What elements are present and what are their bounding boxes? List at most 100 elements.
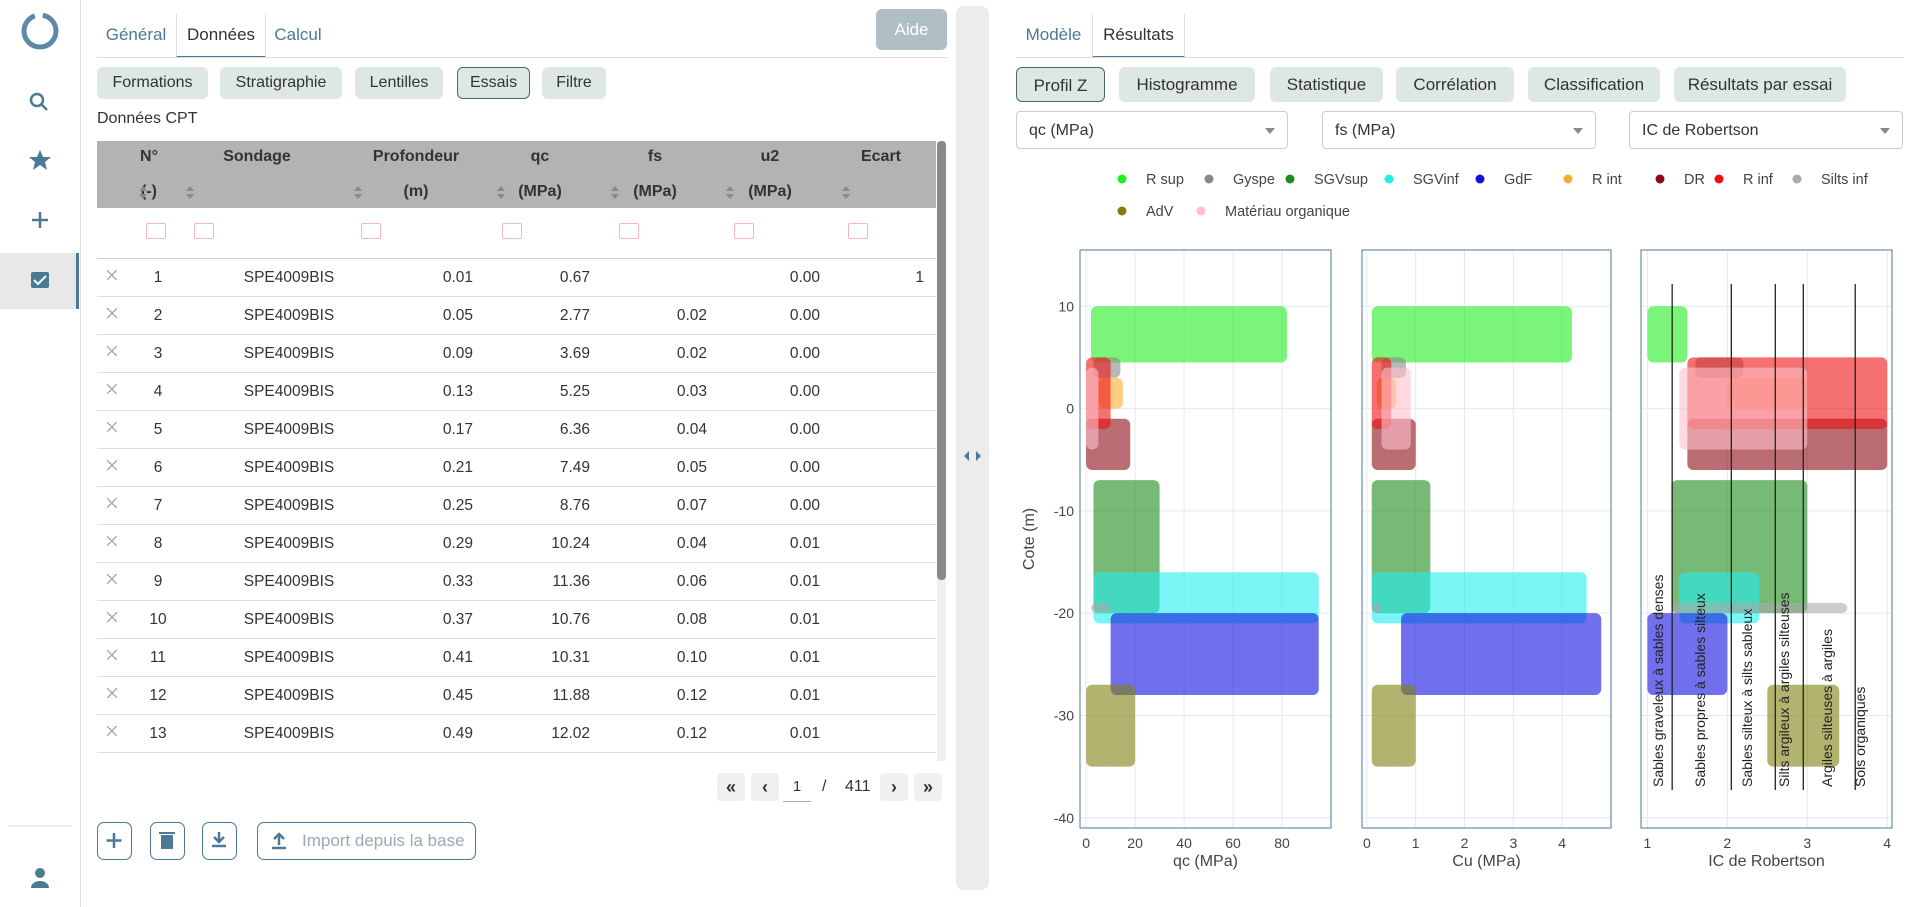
sort-icon[interactable]	[842, 194, 850, 199]
cell: 0.37	[442, 611, 473, 628]
point-cloud	[1376, 377, 1397, 409]
cell: SPE4009BIS	[243, 611, 335, 628]
sort-icon[interactable]	[842, 186, 850, 191]
user-icon[interactable]	[35, 868, 45, 878]
row	[97, 525, 936, 563]
help-button[interactable]: Aide	[876, 9, 947, 50]
delete-row[interactable]	[107, 650, 117, 660]
filter-icon[interactable]	[502, 223, 522, 239]
tab[interactable]: Données	[176, 14, 266, 58]
icon-button[interactable]	[202, 822, 237, 860]
add-icon[interactable]	[32, 212, 48, 228]
cell: 0.00	[789, 459, 820, 476]
page-input[interactable]: 1	[783, 773, 811, 802]
sort-icon[interactable]	[497, 194, 505, 199]
cell: 11.36	[552, 573, 590, 590]
cell: 0.03	[676, 383, 707, 400]
delete-row[interactable]	[107, 270, 117, 280]
filter-icon[interactable]	[848, 223, 868, 239]
tab[interactable]: Général	[105, 25, 167, 44]
cell: 0.45	[442, 687, 473, 704]
delete-row[interactable]	[107, 422, 117, 432]
delete-row[interactable]	[107, 726, 117, 736]
page-button[interactable]: «	[717, 773, 745, 801]
cell: 4	[153, 383, 163, 400]
filter-icon[interactable]	[619, 223, 639, 239]
point-cloud	[1093, 357, 1121, 378]
point-cloud	[1679, 572, 1760, 624]
point-cloud	[1767, 684, 1840, 767]
icon-button[interactable]: Import depuis la base	[257, 822, 476, 860]
cell: 0.17	[442, 421, 473, 438]
view-button[interactable]: Histogramme	[1119, 67, 1255, 102]
cell: SPE4009BIS	[243, 345, 335, 362]
sort-icon[interactable]	[611, 186, 619, 191]
select[interactable]: qc (MPa)	[1016, 111, 1288, 149]
sort-icon[interactable]	[497, 186, 505, 191]
cell: SPE4009BIS	[243, 649, 335, 666]
page-button[interactable]: ‹	[751, 773, 779, 801]
page-button[interactable]: ›	[880, 773, 908, 801]
view-button[interactable]: Classification	[1528, 67, 1660, 102]
filter-icon[interactable]	[361, 223, 381, 239]
sort-icon[interactable]	[139, 194, 147, 199]
delete-row[interactable]	[107, 308, 117, 318]
cell: 10.24	[551, 535, 590, 552]
splitter[interactable]	[956, 6, 989, 890]
delete-row[interactable]	[107, 688, 117, 698]
cell: SPE4009BIS	[243, 687, 335, 704]
delete-row[interactable]	[107, 536, 117, 546]
sort-icon[interactable]	[186, 186, 194, 191]
sort-icon[interactable]	[354, 194, 362, 199]
favorites-icon[interactable]	[29, 150, 51, 170]
tab[interactable]: Modèle	[1025, 25, 1082, 44]
point-cloud	[1381, 367, 1411, 450]
sort-icon[interactable]	[726, 194, 734, 199]
row	[97, 259, 936, 297]
cell: 3.69	[559, 345, 590, 362]
legend-marker	[1384, 174, 1394, 184]
tab[interactable]: Résultats	[1092, 14, 1185, 58]
view-button[interactable]: Résultats par essai	[1674, 67, 1846, 102]
subtab[interactable]: Filtre	[542, 67, 606, 99]
point-cloud	[1679, 367, 1808, 450]
view-button[interactable]: Profil Z	[1016, 67, 1105, 102]
subtab[interactable]: Essais	[457, 67, 530, 99]
select[interactable]: fs (MPa)	[1322, 111, 1596, 149]
x-axis-label: qc (MPa)	[1173, 853, 1238, 870]
delete-row[interactable]	[107, 612, 117, 622]
icon-button[interactable]	[150, 822, 185, 860]
subtab[interactable]: Formations	[97, 67, 208, 99]
icon-button[interactable]	[97, 822, 132, 860]
x-tick-label: 3	[1509, 835, 1517, 851]
delete-row[interactable]	[107, 346, 117, 356]
view-button[interactable]: Statistique	[1270, 67, 1383, 102]
sort-icon[interactable]	[186, 194, 194, 199]
delete-row[interactable]	[107, 574, 117, 584]
subtab[interactable]: Lentilles	[355, 67, 443, 99]
sort-icon[interactable]	[611, 194, 619, 199]
page-button[interactable]: »	[914, 773, 942, 801]
point-cloud	[1110, 613, 1319, 696]
delete-row[interactable]	[107, 498, 117, 508]
search-icon[interactable]	[29, 92, 45, 108]
cell: 0.02	[676, 307, 707, 324]
legend-marker	[1196, 206, 1206, 216]
subtab[interactable]: Stratigraphie	[220, 67, 342, 99]
cell: SPE4009BIS	[243, 269, 335, 286]
view-button[interactable]: Corrélation	[1396, 67, 1514, 102]
tab[interactable]: Calcul	[274, 25, 322, 44]
sort-icon[interactable]	[354, 186, 362, 191]
select[interactable]: IC de Robertson	[1629, 111, 1903, 149]
filter-icon[interactable]	[194, 223, 214, 239]
sort-icon[interactable]	[139, 186, 147, 191]
zone-label: Sables propres à sables silteux	[1692, 593, 1708, 787]
delete-row[interactable]	[107, 460, 117, 470]
filter-icon[interactable]	[146, 223, 166, 239]
cell: 0.05	[442, 307, 473, 324]
filter-icon[interactable]	[734, 223, 754, 239]
legend-label: SGVsup	[1314, 172, 1368, 188]
sort-icon[interactable]	[726, 186, 734, 191]
cell: 0.06	[676, 573, 707, 590]
delete-row[interactable]	[107, 384, 117, 394]
